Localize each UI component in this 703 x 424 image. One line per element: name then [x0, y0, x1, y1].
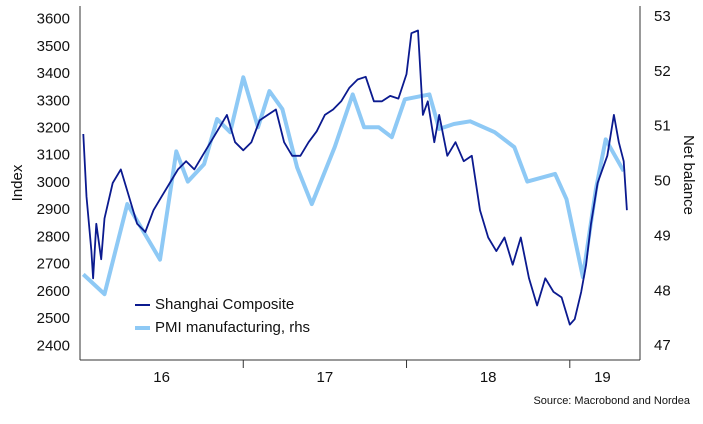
y2-tick-label: 47: [654, 337, 671, 354]
y-tick-label: 3200: [37, 120, 70, 137]
y-axis-label: Index: [9, 164, 26, 201]
y-tick-label: 3100: [37, 147, 70, 164]
legend-label: Shanghai Composite: [155, 296, 294, 313]
line-series: [82, 29, 628, 326]
y-tick-label: 2500: [37, 310, 70, 327]
y-tick-label: 3000: [37, 174, 70, 191]
y2-axis-label: Net balance: [680, 135, 697, 215]
y2-tick-label: 51: [654, 118, 671, 135]
legend-label: PMI manufacturing, rhs: [155, 319, 310, 336]
source: Source: Macrobond and Nordea: [533, 395, 690, 407]
y2-tick-label: 48: [654, 282, 671, 299]
y-tick-label: 2600: [37, 283, 70, 300]
y2-tick-label: 52: [654, 63, 671, 80]
y-tick-label: 3600: [37, 11, 70, 28]
x-tick-label: 16: [153, 369, 170, 386]
x-tick-label: 19: [594, 369, 611, 386]
x-tick-label: 18: [480, 369, 497, 386]
y-tick-label: 2800: [37, 228, 70, 245]
y-tick-label: 3300: [37, 92, 70, 109]
line-series: [81, 75, 626, 297]
x-tick-label: 17: [317, 369, 334, 386]
y-tick-label: 3500: [37, 38, 70, 55]
y2-tick-label: 53: [654, 8, 671, 25]
y-tick-label: 2700: [37, 256, 70, 273]
y-tick-label: 2400: [37, 337, 70, 354]
y2-tick-label: 49: [654, 227, 671, 244]
y-tick-label: 3400: [37, 65, 70, 82]
y-tick-label: 2900: [37, 201, 70, 218]
y2-tick-label: 50: [654, 173, 671, 190]
